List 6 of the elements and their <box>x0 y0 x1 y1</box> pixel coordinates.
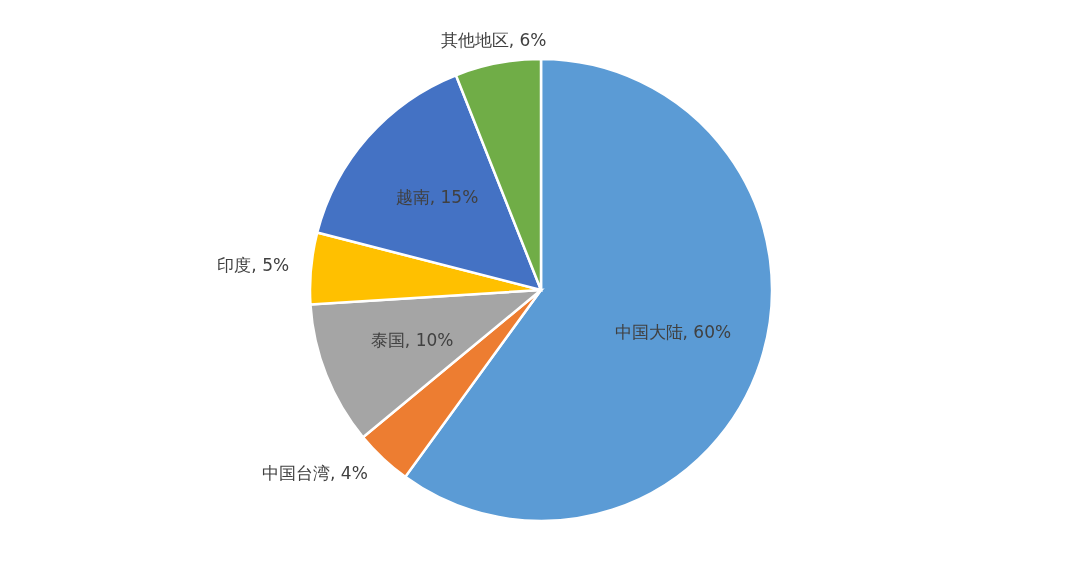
slice-label: 中国大陆, 60% <box>614 321 732 342</box>
slice-label: 中国台湾, 4% <box>262 463 368 484</box>
slice-label: 印度, 5% <box>217 255 290 276</box>
slice-label: 其他地区, 6% <box>440 30 547 51</box>
slice-label: 泰国, 10% <box>370 330 454 351</box>
slice-label: 越南, 15% <box>395 187 479 208</box>
